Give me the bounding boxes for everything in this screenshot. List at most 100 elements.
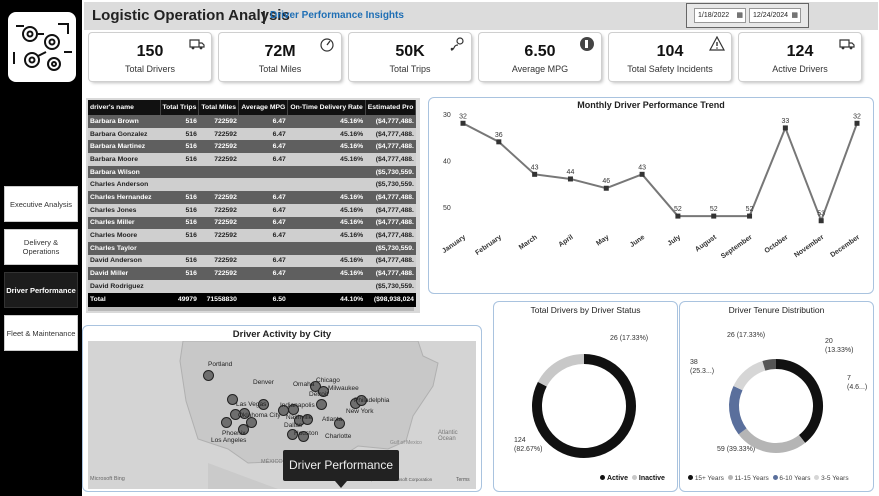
- legend-dot: [814, 475, 820, 480]
- city-bubble[interactable]: [298, 431, 309, 442]
- column-header[interactable]: Total Trips: [160, 100, 200, 115]
- column-header[interactable]: Total Miles: [198, 100, 240, 115]
- donut-chart: 124 (82.67%) 26 (17.33%): [514, 335, 648, 458]
- table-row[interactable]: Charles Jones 516 722592 6.47 45.16% ($4,777,…: [88, 203, 416, 217]
- table-row[interactable]: Charles Moore 516 722592 6.47 45.16% ($4,777,…: [88, 229, 416, 242]
- data-point: [603, 185, 609, 191]
- city-bubble[interactable]: [258, 399, 269, 410]
- table-row[interactable]: Barbara Gonzalez 516 722592 6.47 45.16% ($4,7…: [88, 127, 416, 141]
- cell-miles: [198, 241, 239, 255]
- chart-title: Total Drivers by Driver Status: [530, 305, 641, 315]
- city-bubble[interactable]: [288, 404, 299, 415]
- city-bubble[interactable]: [318, 386, 329, 397]
- cell-name: Barbara Moore: [88, 153, 160, 166]
- city-bubble[interactable]: [221, 417, 232, 428]
- city-bubble[interactable]: [287, 429, 298, 440]
- table-row[interactable]: David Rodriguez ($5,730,559.: [88, 279, 416, 293]
- x-tick-label: April: [558, 234, 575, 249]
- slice-label: 7 (4.6...): [847, 375, 867, 391]
- table-scrollbar[interactable]: [88, 307, 414, 311]
- city-bubble[interactable]: [246, 417, 257, 428]
- cell-name: Barbara Gonzalez: [88, 127, 160, 141]
- cell-miles: 722592: [198, 229, 239, 242]
- x-tick-label: January: [441, 234, 467, 255]
- city-bubble[interactable]: [356, 395, 367, 406]
- cell-est: ($5,730,559.: [365, 241, 416, 255]
- column-header[interactable]: On-Time Delivery Rate: [287, 100, 366, 115]
- start-date-value: 1/18/2022: [698, 12, 730, 19]
- cell-trips: [160, 178, 199, 192]
- nav-driver-performance[interactable]: Driver Performance: [4, 272, 78, 308]
- table-row[interactable]: David Anderson 516 722592 6.47 45.16% ($4,777…: [88, 254, 416, 268]
- city-bubble[interactable]: [238, 424, 249, 435]
- kpi-label: Total Miles: [258, 64, 302, 74]
- table-row[interactable]: Barbara Wilson ($5,730,559.: [88, 165, 416, 179]
- city-bubble[interactable]: [203, 370, 214, 381]
- table-row[interactable]: Charles Taylor ($5,730,559.: [88, 241, 416, 255]
- cell-trips: [160, 279, 199, 293]
- donut-slice: [733, 361, 766, 391]
- nav-executive-analysis[interactable]: Executive Analysis: [4, 186, 78, 222]
- tooltip-pointer: [335, 481, 347, 488]
- cell-miles: 722592: [198, 203, 239, 217]
- data-point: [567, 176, 573, 182]
- cell-mpg: [238, 279, 288, 293]
- cell-name: Barbara Wilson: [88, 165, 160, 179]
- legend-dot: [772, 475, 778, 480]
- start-date-input[interactable]: 1/18/2022 ▦: [694, 8, 746, 23]
- end-date-input[interactable]: 12/24/2024 ▦: [749, 8, 801, 23]
- city-label: Omaha: [293, 381, 315, 388]
- end-date-value: 12/24/2024: [753, 12, 789, 19]
- table-row[interactable]: Barbara Brown 516 722592 6.47 45.16% ($4,777,…: [88, 115, 416, 128]
- table-row[interactable]: Barbara Martinez 516 722592 6.47 45.16% ($4,7…: [88, 140, 416, 154]
- table-row[interactable]: David Miller 516 722592 6.47 45.16% ($4,777,4…: [88, 267, 416, 280]
- kpi-value: 6.50: [524, 43, 556, 60]
- slice-label: 26 (17.33%): [610, 335, 648, 342]
- nav-delivery-operations[interactable]: Delivery & Operations: [4, 229, 78, 265]
- city-label: Indianapolis: [280, 402, 315, 409]
- city-bubble[interactable]: [316, 399, 327, 410]
- fuel-gauge-icon: [580, 37, 594, 51]
- table-row[interactable]: Charles Hernandez 516 722592 6.47 45.16% ($4,…: [88, 191, 416, 204]
- legend-label: Inactive: [638, 475, 665, 482]
- data-point: [818, 218, 824, 224]
- bing-logo: Microsoft Bing: [90, 476, 125, 482]
- city-label: Denver: [253, 379, 274, 386]
- table-row[interactable]: Barbara Moore 516 722592 6.47 45.16% ($4,777,…: [88, 153, 416, 166]
- total-label: Total: [88, 292, 160, 307]
- city-bubble[interactable]: [334, 418, 345, 429]
- calendar-icon[interactable]: ▦: [791, 12, 798, 19]
- cell-mpg: 6.47: [238, 140, 288, 154]
- cell-mpg: 6.47: [238, 127, 288, 141]
- nav-fleet-maintenance[interactable]: Fleet & Maintenance: [4, 315, 78, 351]
- kpi-active-drivers: 124 Active Drivers: [739, 33, 861, 81]
- legend-dot: [688, 475, 693, 480]
- city-label: Dallas: [284, 422, 303, 429]
- total-trips: 49979: [160, 292, 199, 307]
- kpi-label: Average MPG: [511, 64, 569, 74]
- city-label: Portland: [208, 361, 233, 368]
- cell-trips: 516: [160, 127, 199, 141]
- map-terms-link[interactable]: Terms: [456, 477, 470, 483]
- city-map[interactable]: Portland Denver Omaha Chicago Milwaukee Detro…: [88, 341, 476, 489]
- cell-miles: 722592: [198, 191, 239, 204]
- cell-rate: [287, 165, 366, 179]
- series-line: [462, 122, 858, 224]
- table-row[interactable]: Charles Anderson ($5,730,559.: [88, 178, 416, 192]
- data-point: [711, 213, 717, 219]
- kpi-label: Total Trips: [389, 64, 431, 74]
- calendar-icon[interactable]: ▦: [736, 12, 743, 19]
- cell-rate: 45.16%: [287, 153, 366, 166]
- cell-trips: [160, 241, 199, 255]
- data-label: 32: [459, 113, 467, 120]
- column-header[interactable]: Estimated Pro: [365, 100, 417, 115]
- table-total-row: Total 49979 71558830 6.50 44.10% ($98,93…: [88, 292, 416, 307]
- city-bubble[interactable]: [230, 409, 241, 420]
- city-bubble[interactable]: [227, 394, 238, 405]
- column-header[interactable]: Average MPG: [238, 100, 289, 115]
- column-header[interactable]: driver's name: [88, 100, 161, 115]
- city-label: New York: [346, 408, 374, 415]
- table-row[interactable]: Charles Miller 516 722592 6.47 45.16% ($4,777…: [88, 216, 416, 230]
- cell-mpg: 6.47: [238, 203, 288, 217]
- city-bubble[interactable]: [302, 414, 313, 425]
